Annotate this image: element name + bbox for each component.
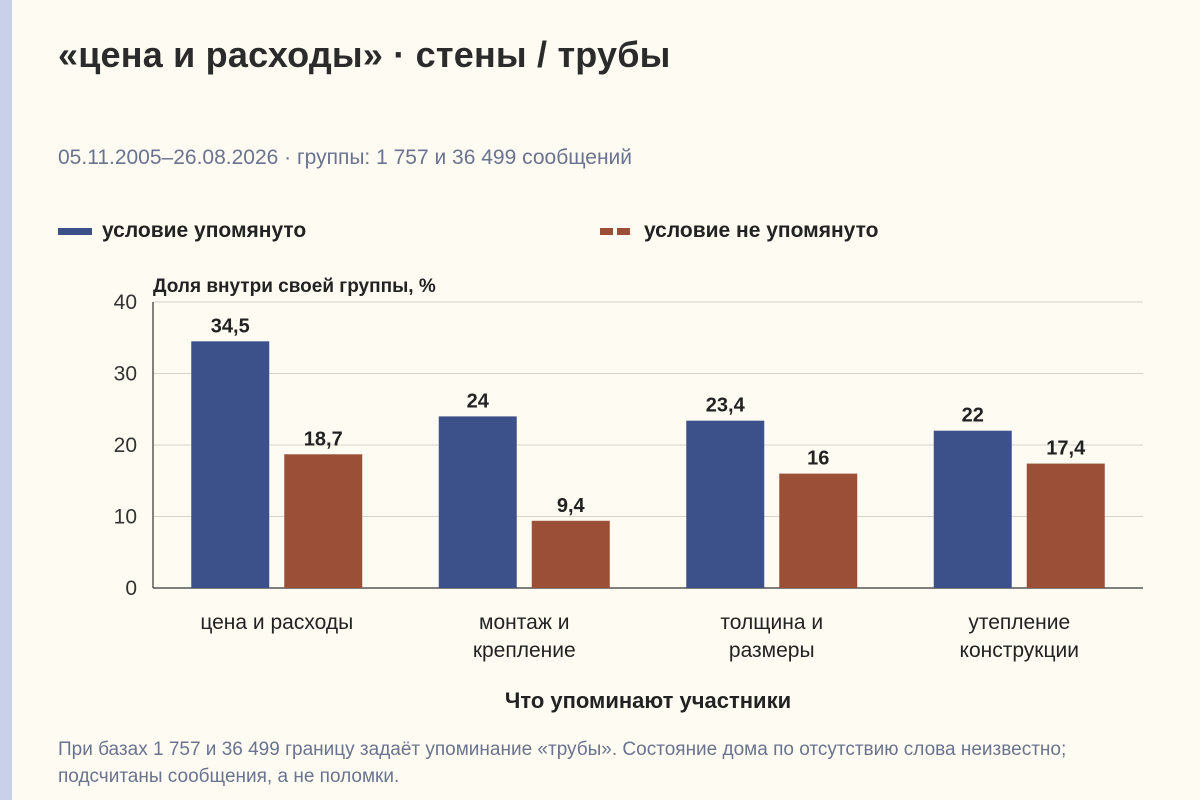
chart-subtitle: 05.11.2005–26.08.2026 · группы: 1 757 и … — [58, 146, 633, 169]
y-tick-label: 40 — [114, 291, 137, 314]
x-tick-label-line: утепление — [968, 611, 1070, 634]
legend-label-not-mentioned: условие не упомянуто — [644, 219, 879, 242]
bar — [191, 341, 270, 588]
y-tick-label: 20 — [114, 434, 137, 457]
x-tick-label-line: монтаж и — [479, 611, 569, 634]
data-label: 22 — [962, 405, 984, 427]
footnote: При базах 1 757 и 36 499 границу задаёт … — [58, 739, 1067, 787]
data-label: 23,4 — [706, 395, 746, 417]
legend-item-not-mentioned: условие не упомянуто — [600, 219, 878, 243]
x-tick-label-line: толщина и — [720, 611, 823, 634]
bar — [933, 430, 1012, 588]
x-tick-label-line: размеры — [729, 639, 815, 662]
legend-swatch-mentioned — [58, 227, 92, 235]
legend-swatch-not-mentioned — [600, 227, 634, 235]
data-label: 9,4 — [557, 495, 586, 517]
data-label: 24 — [467, 390, 490, 412]
x-axis-label: Что упоминают участники — [505, 688, 791, 713]
data-label: 16 — [807, 448, 829, 470]
bar — [686, 420, 765, 588]
bar — [284, 454, 363, 588]
x-tick-label: монтаж и крепление — [473, 611, 576, 662]
x-tick-label-line: конструкции — [960, 639, 1079, 662]
data-label: 34,5 — [211, 315, 250, 337]
bar — [1026, 463, 1105, 588]
x-tick-label-line: цена и расходы — [200, 611, 353, 634]
y-tick-label: 30 — [114, 363, 137, 386]
x-tick-label: цена и расходы — [200, 611, 353, 634]
data-label: 17,4 — [1046, 438, 1086, 460]
y-tick-label: 0 — [125, 577, 137, 600]
x-tick-label-line: крепление — [473, 639, 576, 662]
data-label: 18,7 — [304, 428, 343, 450]
bar — [438, 416, 517, 588]
bar — [531, 520, 610, 588]
x-tick-label: утепление конструкции — [960, 611, 1079, 662]
y-tick-label: 10 — [114, 506, 137, 529]
y-axis-label: Доля внутри своей группы, % — [153, 276, 436, 297]
left-accent-stripe — [0, 0, 12, 800]
legend-label-mentioned: условие упомянуто — [102, 219, 307, 242]
bar — [779, 473, 858, 588]
x-tick-label: толщина и размеры — [720, 611, 823, 662]
legend-item-mentioned: условие упомянуто — [58, 219, 306, 243]
chart-title: «цена и расходы» · стены / трубы — [58, 34, 671, 75]
